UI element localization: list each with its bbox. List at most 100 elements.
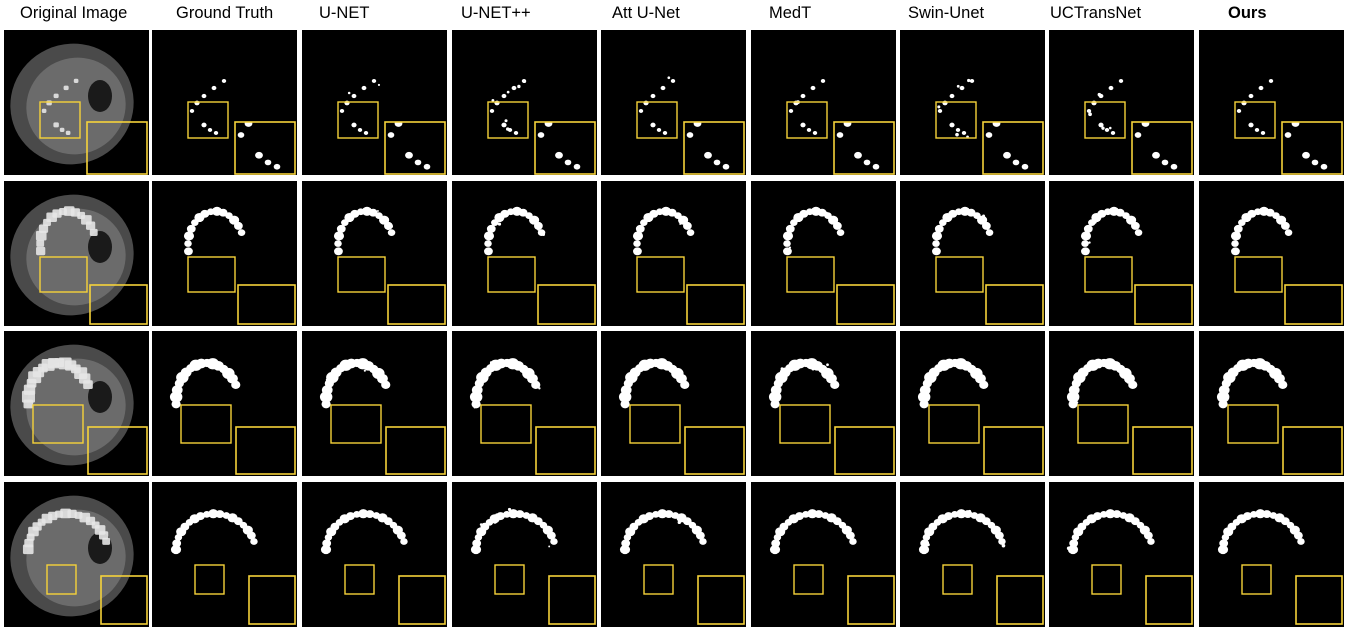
tooth-mask [1216,391,1230,403]
result-cell-r1-c5 [751,181,896,326]
tooth-mask [469,391,483,403]
tooth-mask [171,400,181,409]
tooth-mask [1083,224,1093,233]
false-positive-speck [926,543,930,547]
tooth-mask [783,240,791,247]
false-positive-speck [1126,213,1129,216]
false-positive-speck [967,78,971,83]
result-cell-r0-c3 [452,30,597,175]
tooth-mask [1248,122,1254,128]
zoom-region-box [1084,101,1126,139]
tooth-mask [501,93,507,99]
tooth-mask [237,229,246,237]
segmentation-mask [1066,509,1193,625]
false-positive-speck [639,519,643,523]
tooth-mask [1258,85,1264,91]
tooth-mask [620,400,630,409]
zoom-region-box [643,564,674,595]
result-cell-r3-c4 [601,482,746,627]
zoom-inset-box [847,575,895,625]
false-positive-speck [377,210,379,212]
false-positive-speck [506,90,510,94]
zoom-region-box [494,564,525,595]
tooth-mask [1217,545,1229,555]
tooth-mask [812,131,818,135]
tooth [36,246,46,256]
false-positive-speck [389,224,393,229]
tooth [38,224,49,233]
zoom-region-box [935,101,977,139]
tooth-mask [1230,231,1242,241]
zoom-inset-box [385,426,446,475]
zoom-inset-box [983,426,1044,475]
false-positive-speck [826,370,830,374]
zoom-inset-box [537,284,596,325]
tooth-mask [821,512,830,519]
result-cell-r3-c6 [900,482,1045,627]
segmentation-mask [619,509,745,625]
tooth-mask [998,538,1006,545]
zoom-inset-box [234,121,296,175]
zoom-region-box [32,404,84,444]
false-positive-speck [537,228,540,231]
zoom-inset-box [237,284,296,325]
false-positive-speck [982,386,985,389]
tooth-mask [1269,512,1278,519]
zoom-region-box [1084,256,1133,293]
result-cell-r3-c5 [751,482,896,627]
false-positive-speck [1001,543,1006,548]
segmentation-mask [1066,358,1193,475]
tooth-mask [319,391,333,403]
segmentation-mask [935,78,1044,175]
false-positive-speck [504,119,508,123]
zoom-region-box [1234,256,1283,293]
tooth-mask [1233,224,1243,233]
tooth [53,93,59,99]
result-cell-r0-c6 [900,30,1045,175]
zoom-region-box [942,564,973,595]
result-cell-r0-c5 [751,30,896,175]
segmentation-mask [1080,206,1193,325]
result-cell-r0-c2 [302,30,447,175]
false-positive-speck [378,370,382,373]
result-cell-r1-c7 [1049,181,1194,326]
tooth-mask [638,109,644,113]
false-positive-speck [1075,401,1079,404]
tooth-mask [785,224,795,233]
zoom-region-box [935,256,984,293]
result-cell-r2-c3 [452,331,597,476]
result-cell-r3-c2 [302,482,447,627]
result-cell-r0-c7 [1049,30,1194,175]
tooth-mask [194,212,205,223]
segmentation-mask [1217,509,1343,625]
false-positive-speck [1070,551,1073,554]
tooth-mask [1086,109,1092,113]
tooth-mask [1088,219,1096,226]
false-positive-speck [627,379,631,383]
false-positive-speck [506,127,510,131]
tooth-mask [783,247,792,256]
tooth-mask [333,231,345,241]
segmentation-mask [470,507,596,625]
tooth-mask [1248,93,1254,99]
segmentation-mask [1216,358,1343,475]
tooth-mask [211,206,223,216]
zoom-region-box [46,564,77,595]
tooth-mask [336,224,346,233]
tooth-mask [489,109,495,113]
tooth-mask [770,400,780,409]
result-cell-r3-c0 [4,482,149,627]
result-cell-r2-c8 [1199,331,1344,476]
tooth-mask [357,128,363,132]
zoom-inset-box [548,575,596,625]
tooth-mask [970,512,979,519]
tooth-mask [550,538,558,545]
tooth-mask [793,212,804,223]
tooth-mask [810,206,822,216]
tooth-mask [1268,79,1274,83]
zoom-region-box [187,256,236,293]
false-positive-speck [793,216,797,220]
false-positive-speck [377,83,381,87]
zoom-inset-box [248,575,296,625]
result-cell-r1-c8 [1199,181,1344,326]
